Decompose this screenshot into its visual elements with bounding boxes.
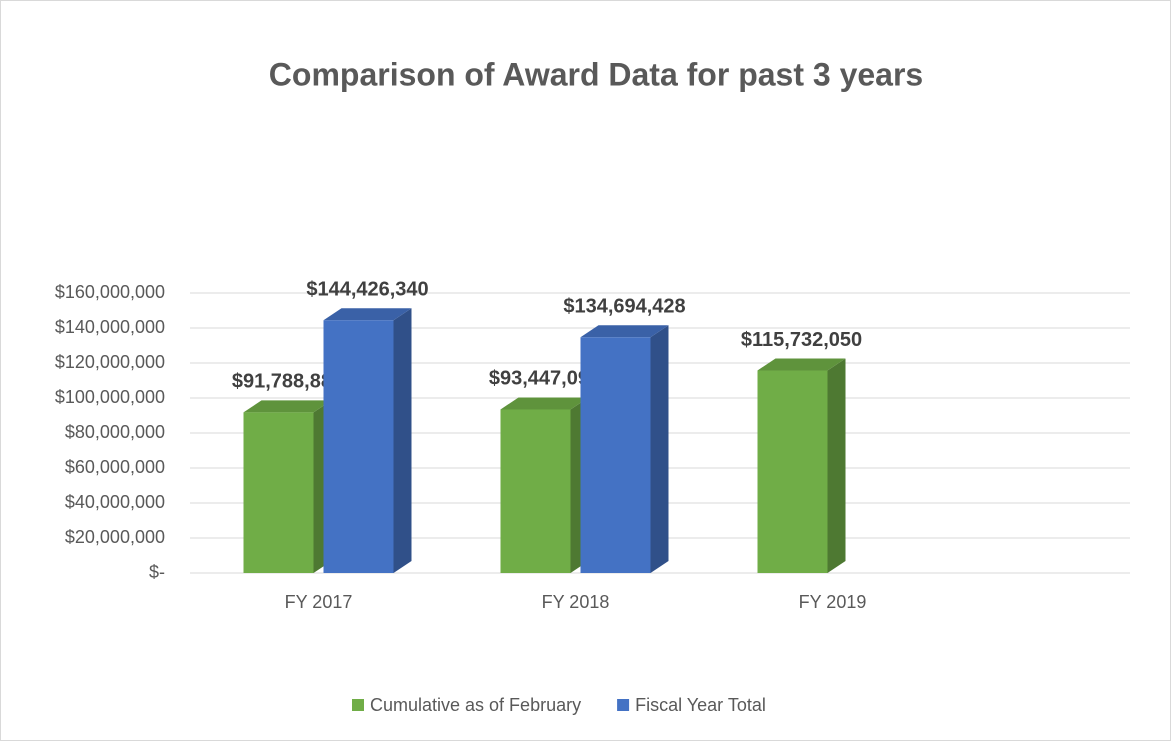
bar-top (243, 400, 332, 413)
bar-top (500, 397, 589, 410)
value-label: $144,426,340 (306, 279, 428, 301)
bar-side (393, 308, 412, 573)
y-tick-label: $100,000,000 (55, 387, 165, 407)
legend-label: Fiscal Year Total (635, 695, 766, 715)
x-tick-label: FY 2018 (542, 592, 610, 612)
legend-label: Cumulative as of February (370, 695, 581, 715)
y-tick-label: $120,000,000 (55, 352, 165, 372)
x-tick-label: FY 2019 (799, 592, 867, 612)
legend-swatch (617, 699, 630, 711)
value-label: $91,788,888 (232, 371, 343, 393)
y-tick-label: $- (149, 562, 165, 582)
bar-top (580, 325, 669, 338)
bar-side (827, 358, 846, 573)
y-tick-label: $60,000,000 (65, 457, 165, 477)
chart-title: Comparison of Award Data for past 3 year… (269, 56, 923, 92)
bar (323, 320, 394, 573)
bar (757, 370, 828, 573)
bar (243, 412, 314, 573)
bar-top (323, 308, 412, 321)
bar-top (757, 358, 846, 371)
bar (500, 409, 571, 573)
legend-swatch (352, 699, 364, 711)
value-label: $93,447,095 (489, 368, 600, 390)
value-label: $115,732,050 (741, 329, 862, 351)
y-tick-label: $160,000,000 (55, 282, 165, 302)
bar (580, 337, 651, 573)
y-tick-label: $80,000,000 (65, 422, 165, 442)
value-label: $134,694,428 (563, 296, 685, 318)
bar-side (650, 325, 669, 573)
x-tick-label: FY 2017 (285, 592, 353, 612)
y-tick-label: $140,000,000 (55, 317, 165, 337)
y-tick-label: $20,000,000 (65, 527, 165, 547)
y-tick-label: $40,000,000 (65, 492, 165, 512)
